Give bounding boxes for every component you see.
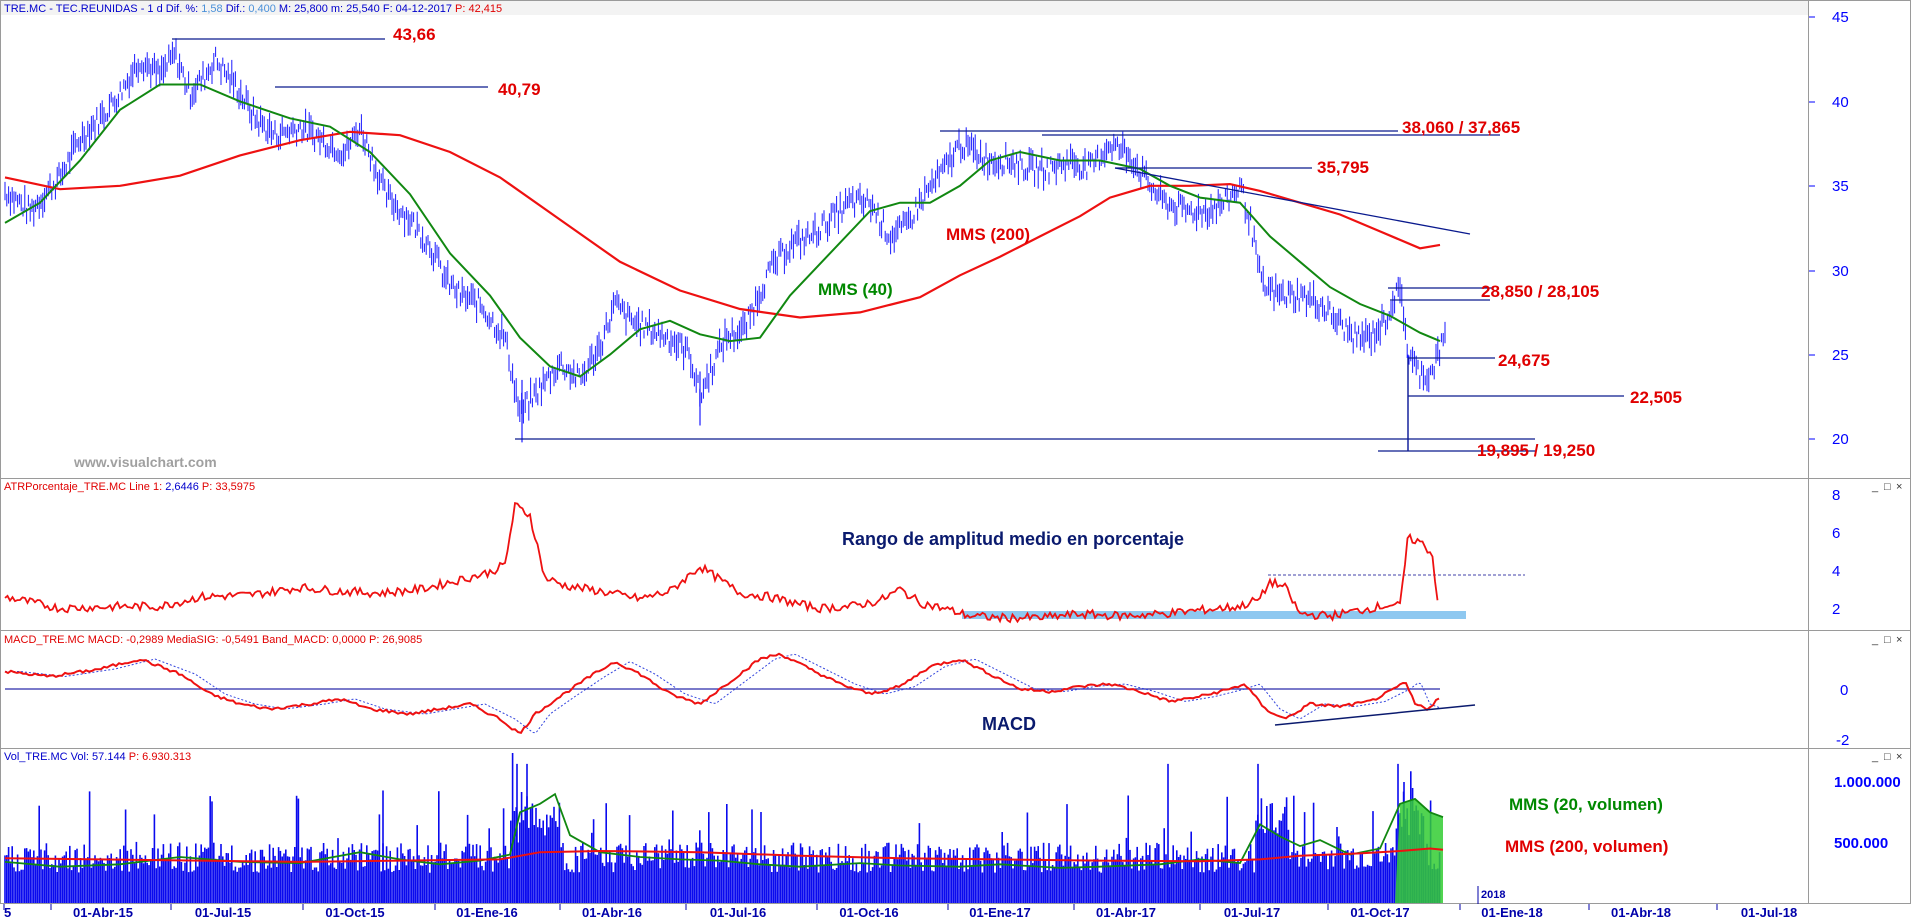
level-labels: 43,66 40,79 38,060 / 37,865 35,795 28,85…	[393, 25, 1682, 460]
atr-y-axis: 8 6 4 2	[1832, 487, 1840, 618]
mms200-label: MMS (200)	[946, 225, 1030, 244]
level-line	[1114, 167, 1471, 235]
x-tick-label: 01-Oct-16	[839, 905, 898, 920]
y-tick: 25	[1832, 347, 1849, 364]
y-tick: 40	[1832, 94, 1849, 111]
macd-trendline	[1274, 704, 1476, 726]
mms200-line	[4, 130, 1441, 319]
price-bars	[4, 38, 1446, 451]
level-label: 22,505	[1630, 388, 1682, 407]
y-tick: 45	[1832, 9, 1849, 26]
price-panel-header: TRE.MC - TEC.REUNIDAS - 1 d Dif. %: 1,58…	[4, 3, 502, 15]
macd-line	[4, 652, 1440, 734]
svg-text:8: 8	[1832, 487, 1840, 504]
year-marker: 2018	[1481, 889, 1505, 901]
svg-text:-2: -2	[1836, 732, 1849, 749]
atr-title: Rango de amplitud medio en porcentaje	[842, 529, 1184, 549]
minimize-icon[interactable]: _	[1871, 481, 1879, 493]
level-label: 24,675	[1498, 351, 1550, 370]
svg-text:500.000: 500.000	[1834, 835, 1888, 852]
y-tick: 20	[1832, 431, 1849, 448]
x-tick-label: 01-Jul-16	[710, 905, 766, 920]
x-tick-label: 01-Jul-18	[1741, 905, 1797, 920]
x-tick-label: 5	[4, 905, 11, 920]
volume-mms200-label: MMS (200, volumen)	[1505, 837, 1668, 856]
x-tick-label: 01-Abr-16	[582, 905, 642, 920]
mms40-label: MMS (40)	[818, 280, 893, 299]
svg-text:4: 4	[1832, 563, 1840, 580]
volume-mms20-label: MMS (20, volumen)	[1509, 795, 1663, 814]
y-tick: 30	[1832, 263, 1849, 280]
level-label: 43,66	[393, 25, 436, 44]
volume-y-axis: 1.000.000 500.000	[1834, 774, 1901, 852]
level-label: 38,060 / 37,865	[1402, 118, 1520, 137]
atr-low-zone	[962, 611, 1466, 619]
volume-bars	[4, 753, 1441, 903]
y-tick: 35	[1832, 178, 1849, 195]
header-part: P: 33,5975	[199, 481, 255, 493]
close-icon[interactable]: ×	[1896, 481, 1902, 493]
level-label: 35,795	[1317, 158, 1369, 177]
svg-text:0: 0	[1840, 682, 1848, 699]
level-label: 28,850 / 28,105	[1481, 282, 1599, 301]
header-part: Vol_TRE.MC Vol: 57.144	[4, 751, 129, 763]
x-tick-label: 01-Ene-18	[1481, 905, 1542, 920]
volume-mms20-line	[4, 792, 1444, 869]
close-icon[interactable]: ×	[1896, 751, 1902, 763]
atr-panel-header: ATRPorcentaje_TRE.MC Line 1: 2,6446 P: 3…	[4, 481, 255, 493]
x-tick-label: 01-Oct-17	[1350, 905, 1409, 920]
level-label: 19,895 / 19,250	[1477, 441, 1595, 460]
panel-window-controls[interactable]: _ □ × _ □ × _ □ ×	[1871, 481, 1902, 763]
header-part: Dif.:	[223, 3, 249, 15]
atr-line	[4, 501, 1439, 624]
header-part: P: 6.930.313	[129, 751, 191, 763]
header-part: 0,400	[248, 3, 276, 15]
header-part: 1,58	[201, 3, 222, 15]
mms40-line	[4, 83, 1441, 378]
x-tick-label: 01-Ene-17	[969, 905, 1030, 920]
x-tick-label: 01-Abr-18	[1611, 905, 1671, 920]
minimize-icon[interactable]: _	[1871, 751, 1879, 763]
volume-mms20-fill	[1395, 798, 1443, 903]
volume-panel-header: Vol_TRE.MC Vol: 57.144 P: 6.930.313	[4, 751, 191, 763]
macd-panel-header: MACD_TRE.MC MACD: -0,2989 MediaSIG: -0,5…	[4, 634, 422, 646]
minimize-icon[interactable]: _	[1871, 634, 1879, 646]
x-tick-label: 01-Abr-15	[73, 905, 133, 920]
header-part: P: 42,415	[455, 3, 502, 15]
x-tick-label: 01-Ene-16	[456, 905, 517, 920]
header-part: ATRPorcentaje_TRE.MC Line 1:	[4, 481, 165, 493]
header-part: M: 25,800 m: 25,540 F: 04-12-2017	[276, 3, 455, 15]
x-axis: 5 01-Abr-15 01-Jul-15 01-Oct-15 01-Ene-16 01-…	[3, 904, 1797, 920]
x-tick-label: 01-Abr-17	[1096, 905, 1156, 920]
maximize-icon[interactable]: □	[1884, 481, 1891, 493]
maximize-icon[interactable]: □	[1884, 634, 1891, 646]
x-tick-label: 01-Oct-15	[325, 905, 384, 920]
volume-mms200-line	[4, 847, 1444, 863]
macd-signal-line	[5, 653, 1440, 734]
maximize-icon[interactable]: □	[1884, 751, 1891, 763]
price-levels	[172, 38, 1624, 452]
header-part: 2,6446	[165, 481, 199, 493]
header-part: TRE.MC - TEC.REUNIDAS - 1 d Dif. %:	[4, 3, 201, 15]
macd-title: MACD	[982, 714, 1036, 734]
panel-frames	[0, 0, 1911, 904]
price-y-ticks	[1809, 16, 1815, 440]
svg-text:2: 2	[1832, 601, 1840, 618]
price-header-bar	[1, 1, 1808, 15]
x-tick-label: 01-Jul-17	[1224, 905, 1280, 920]
header-part: MACD_TRE.MC MACD: -0,2989 MediaSIG: -0,5…	[4, 634, 422, 646]
svg-text:1.000.000: 1.000.000	[1834, 774, 1901, 791]
watermark: www.visualchart.com	[73, 454, 217, 470]
price-y-axis: 45 40 35 30 25 20	[1832, 9, 1849, 448]
macd-y-axis: 0 -2	[1836, 682, 1849, 749]
close-icon[interactable]: ×	[1896, 634, 1902, 646]
svg-text:6: 6	[1832, 525, 1840, 542]
x-tick-label: 01-Jul-15	[195, 905, 251, 920]
level-label: 40,79	[498, 80, 541, 99]
